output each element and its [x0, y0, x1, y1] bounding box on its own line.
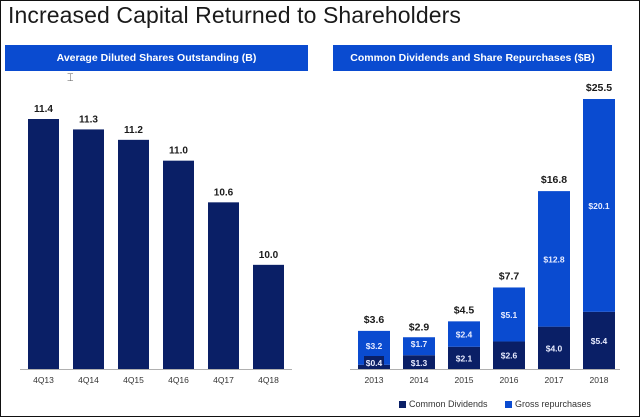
segment-label-dividends-2017: $4.0	[546, 343, 563, 353]
right-chart-title: Common Dividends and Share Repurchases (…	[350, 52, 595, 64]
bar-repurchases-2016	[493, 287, 525, 342]
data-label-4Q18: 10.0	[259, 250, 279, 261]
segment-label-dividends-2014: $1.3	[411, 358, 428, 368]
text-cursor-icon: ⌶	[67, 72, 74, 84]
total-label-2014: $2.9	[409, 321, 430, 333]
x-tick-2018: 2018	[590, 375, 609, 385]
total-label-2017: $16.8	[541, 174, 567, 186]
segment-label-repurchases-2015: $2.4	[456, 330, 473, 340]
total-label-2016: $7.7	[499, 270, 520, 282]
slide-title: Increased Capital Returned to Shareholde…	[8, 2, 461, 28]
left-chart-header: Average Diluted Shares Outstanding (B)	[5, 45, 308, 71]
segment-label-repurchases-2016: $5.1	[501, 310, 518, 320]
legend-label-dividends: Common Dividends	[409, 399, 488, 409]
segment-label-dividends-2016: $2.6	[501, 351, 518, 361]
segment-label-repurchases-2018: $20.1	[588, 201, 610, 211]
x-tick-2014: 2014	[410, 375, 429, 385]
segment-label-dividends-2018: $5.4	[591, 336, 608, 346]
segment-label-repurchases-2013: $3.2	[366, 341, 383, 351]
total-label-2013: $3.6	[364, 314, 385, 326]
segment-label-dividends-2015: $2.1	[456, 353, 473, 363]
segment-label-dividends-2013: $0.4	[366, 358, 383, 368]
x-tick-4Q17: 4Q17	[213, 375, 234, 385]
bar-repurchases-2015	[448, 321, 480, 347]
label-bg-dividends-2014	[409, 356, 429, 369]
bar-dividends-2017	[538, 326, 570, 369]
legend-common-dividends: Common Dividends	[399, 399, 488, 409]
legend-label-repurchases: Gross repurchases	[515, 399, 592, 409]
bar-4Q17	[208, 202, 239, 369]
label-bg-dividends-2013	[364, 356, 384, 369]
x-tick-4Q18: 4Q18	[258, 375, 279, 385]
bar-dividends-2015	[448, 346, 480, 369]
data-label-4Q15: 11.2	[124, 125, 143, 136]
bar-dividends-2016	[493, 341, 525, 369]
x-tick-4Q16: 4Q16	[168, 375, 189, 385]
left-chart-title: Average Diluted Shares Outstanding (B)	[56, 52, 257, 64]
legend-swatch-dividends	[399, 400, 406, 408]
bar-4Q18	[253, 264, 284, 369]
segment-label-repurchases-2014: $1.7	[411, 339, 428, 349]
legend-gross-repurchases: Gross repurchases	[505, 399, 591, 409]
bar-4Q16	[163, 160, 194, 369]
segment-label-repurchases-2017: $12.8	[543, 254, 565, 264]
right-chart-header: Common Dividends and Share Repurchases (…	[333, 45, 612, 71]
x-tick-2016: 2016	[500, 375, 519, 385]
legend-swatch-repurchases	[505, 400, 512, 408]
data-label-4Q14: 11.3	[79, 114, 98, 125]
bar-repurchases-2014	[403, 337, 435, 356]
x-tick-4Q14: 4Q14	[78, 375, 99, 385]
data-label-4Q17: 10.6	[214, 187, 234, 198]
x-tick-4Q15: 4Q15	[123, 375, 144, 385]
total-label-2018: $25.5	[586, 82, 612, 94]
x-tick-2017: 2017	[545, 375, 564, 385]
x-tick-2013: 2013	[365, 375, 384, 385]
bar-4Q13	[28, 119, 59, 369]
bar-4Q15	[118, 139, 149, 369]
total-label-2015: $4.5	[454, 304, 475, 316]
x-tick-4Q13: 4Q13	[33, 375, 54, 385]
bar-repurchases-2017	[538, 191, 570, 327]
bar-4Q14	[73, 129, 104, 369]
bar-repurchases-2018	[583, 99, 615, 312]
x-tick-2015: 2015	[455, 375, 474, 385]
bar-dividends-2018	[583, 311, 615, 369]
data-label-4Q13: 11.4	[34, 104, 53, 115]
data-label-4Q16: 11.0	[169, 146, 188, 157]
